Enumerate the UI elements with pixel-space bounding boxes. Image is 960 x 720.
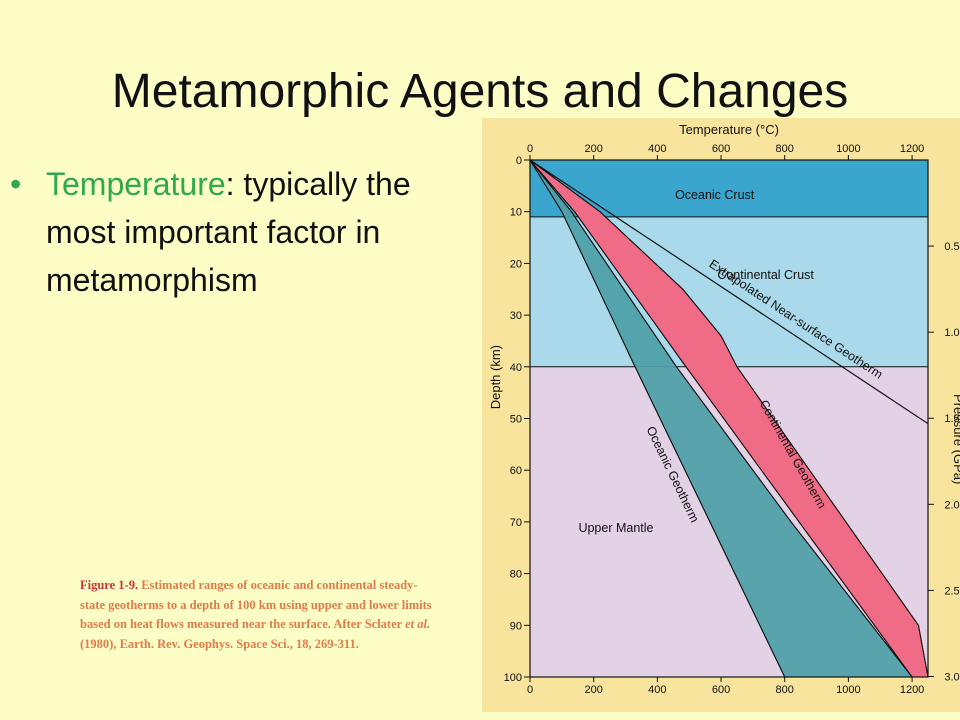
x-tick-label-bottom: 0	[527, 684, 533, 696]
caption-italic: et al.	[405, 617, 431, 631]
x-tick-label-top: 0	[527, 143, 533, 155]
x-tick-label-bottom: 1200	[900, 684, 924, 696]
y-tick-label: 30	[510, 310, 522, 322]
y-tick-label: 70	[510, 517, 522, 529]
x-tick-label-top: 200	[585, 143, 603, 155]
bullet-line2: most important factor in	[46, 214, 381, 250]
y2-tick-label: 1.5	[944, 413, 959, 425]
x-tick-label-bottom: 200	[585, 684, 603, 696]
x-tick-label-top: 800	[776, 143, 794, 155]
bullet-highlight: Temperature	[46, 166, 226, 202]
x-tick-label-bottom: 800	[776, 684, 794, 696]
bullet-text: Temperature: typically the most importan…	[46, 160, 480, 304]
x-tick-label-top: 1200	[900, 143, 924, 155]
y2-tick-label: 3.0	[944, 671, 959, 683]
y-tick-label: 40	[510, 362, 522, 374]
y-tick-label: 60	[510, 465, 522, 477]
zone-label-continental-crust: Continental Crust	[717, 268, 814, 282]
y-tick-label: 10	[510, 207, 522, 219]
geotherm-chart: 0020020040040060060080080010001000120012…	[488, 122, 960, 696]
caption-figure-label: Figure 1-9.	[80, 578, 139, 592]
y-tick-label: 80	[510, 569, 522, 581]
x-tick-label-bottom: 400	[648, 684, 666, 696]
y-tick-label: 0	[516, 155, 522, 167]
geotherm-boundary-1	[530, 160, 928, 677]
geotherm-boundary-2	[530, 160, 786, 677]
caption-text-2: (1980), Earth. Rev. Geophys. Space Sci.,…	[80, 636, 359, 651]
x-tick-label-bottom: 1000	[836, 684, 860, 696]
geotherm-figure: 0 0 200 200 400 400 600 600 800 800 1000 1000 1200 12…	[482, 118, 960, 712]
y2-axis-title: Pressure (GPa)	[951, 394, 960, 484]
zone-label-oceanic-crust: Oceanic Crust	[675, 188, 755, 202]
x-tick-label-bottom: 600	[712, 684, 730, 696]
y-axis-title: Depth (km)	[488, 345, 503, 409]
x-axis-title: Temperature (°C)	[679, 122, 779, 137]
extrapolated-geotherm-line	[530, 160, 928, 425]
caption-text-1: Estimated ranges of oceanic and continen…	[80, 578, 432, 631]
bullet-point: • Temperature: typically the most import…	[10, 160, 480, 304]
y2-tick-label: 2.5	[944, 585, 959, 597]
x-tick-label-top: 600	[712, 143, 730, 155]
bullet-line3: metamorphism	[46, 262, 258, 298]
geotherm-boundary-3	[530, 160, 913, 677]
y-tick-label: 50	[510, 414, 522, 426]
zone-label-upper-mantle: Upper Mantle	[578, 521, 653, 535]
y-tick-label: 90	[510, 620, 522, 632]
x-tick-label-top: 400	[648, 143, 666, 155]
slide-title: Metamorphic Agents and Changes	[111, 65, 849, 118]
y2-tick-label: 2.0	[944, 499, 959, 511]
zone-oceanic-crust	[530, 160, 928, 217]
bullet-line1-rest: : typically the	[225, 166, 411, 202]
geotherm-boundary-0	[530, 160, 913, 677]
y2-tick-label: 0.5	[944, 241, 959, 253]
x-tick-label-top: 1000	[836, 143, 860, 155]
y-tick-label: 100	[504, 672, 522, 684]
figure-caption: Figure 1-9. Estimated ranges of oceanic …	[80, 576, 440, 654]
bullet-dot-icon: •	[10, 166, 22, 202]
y2-tick-label: 1.0	[944, 327, 959, 339]
y-tick-label: 20	[510, 258, 522, 270]
